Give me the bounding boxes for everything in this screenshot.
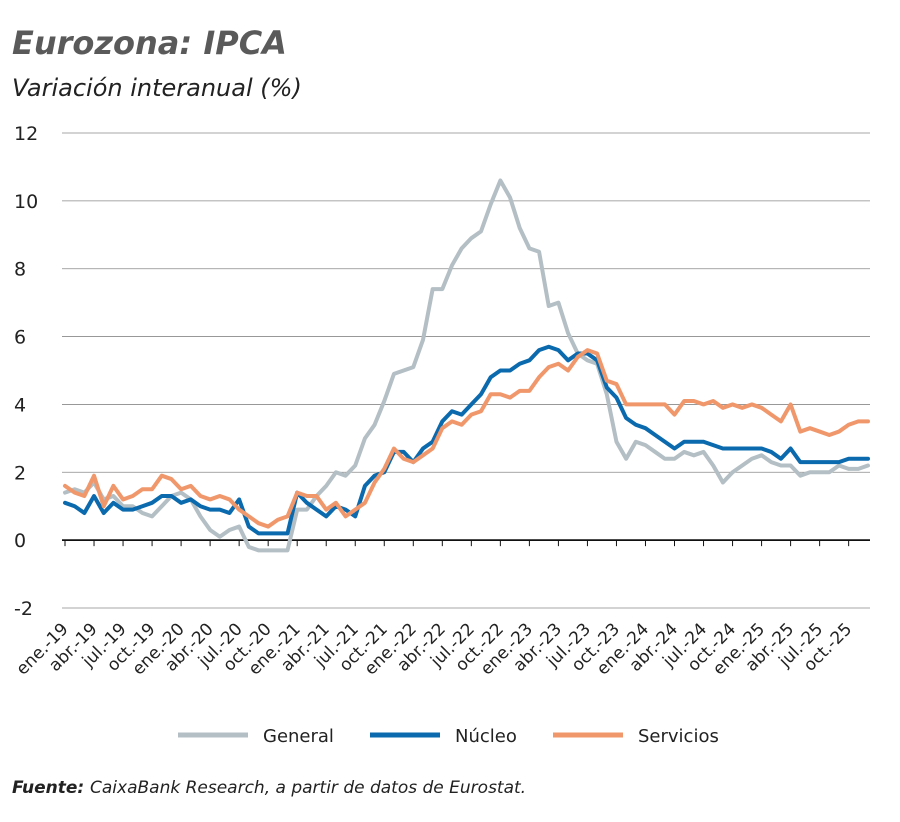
y-tick-label: 12 (14, 123, 38, 145)
y-tick-label: 0 (14, 530, 26, 552)
y-tick-label: -2 (14, 598, 33, 620)
series-line (63, 344, 870, 536)
y-tick-label: 8 (14, 259, 26, 281)
source-label: Fuente: (12, 778, 84, 798)
legend-label: Servicios (638, 726, 719, 747)
legend-label: Núcleo (455, 726, 517, 747)
series-line (63, 348, 870, 529)
y-tick-label: 10 (14, 191, 38, 213)
chart-subtitle: Variación interanual (%) (12, 74, 302, 102)
chart-title: Eurozona: IPCA (12, 24, 287, 62)
legend-label: General (263, 726, 334, 747)
series-line (63, 178, 870, 553)
y-tick-label: 2 (14, 462, 26, 484)
source-text: CaixaBank Research, a partir de datos de… (90, 778, 526, 798)
y-tick-label: 6 (14, 327, 26, 349)
y-tick-label: 4 (14, 394, 26, 416)
